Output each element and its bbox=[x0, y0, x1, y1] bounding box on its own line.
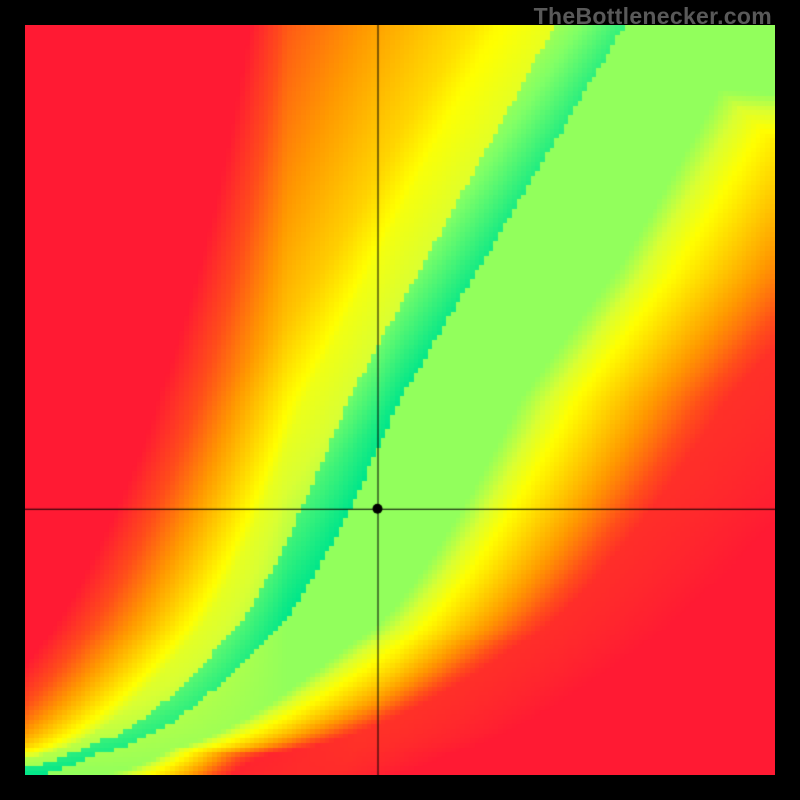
bottleneck-heatmap bbox=[25, 25, 775, 775]
watermark-text: TheBottlenecker.com bbox=[534, 3, 772, 30]
